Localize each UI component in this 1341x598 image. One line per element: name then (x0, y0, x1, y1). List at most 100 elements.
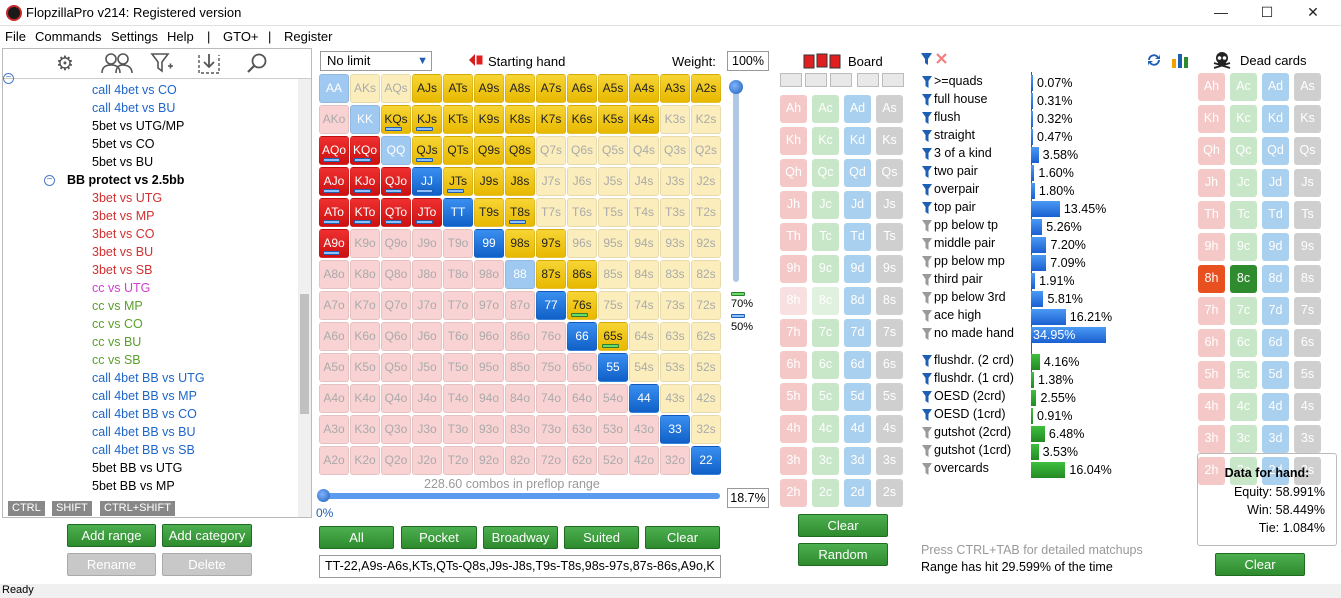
board-slot[interactable] (780, 73, 802, 87)
import-icon[interactable] (196, 52, 222, 76)
dead-card[interactable]: 6h (1198, 329, 1225, 357)
search-icon[interactable] (244, 52, 270, 76)
hand-cell[interactable]: J6o (412, 322, 442, 351)
filter-icon[interactable] (149, 52, 175, 76)
range-slider-knob[interactable] (317, 489, 330, 502)
board-card[interactable]: Jh (780, 191, 807, 219)
gear-icon[interactable]: ⚙ (56, 53, 74, 75)
board-card[interactable]: 3c (812, 447, 839, 475)
hand-cell[interactable]: T7s (536, 198, 566, 227)
board-card[interactable]: Ac (812, 95, 839, 123)
hand-cell[interactable]: T4o (443, 384, 473, 413)
tree-item[interactable]: call 4bet BB vs MP (92, 389, 197, 403)
hand-cell[interactable]: J2o (412, 446, 442, 475)
board-card[interactable]: 5s (876, 383, 903, 411)
hand-cell[interactable]: J8s (505, 167, 535, 196)
suited-button[interactable]: Suited (564, 526, 639, 549)
hand-cell[interactable]: J4s (629, 167, 659, 196)
hand-cell[interactable]: 94s (629, 229, 659, 258)
tree-item[interactable]: call 4bet vs BU (92, 101, 176, 115)
hand-cell[interactable]: K8o (350, 260, 380, 289)
funnel-icon[interactable] (922, 238, 932, 250)
hand-cell[interactable]: A5o (319, 353, 349, 382)
tree-item[interactable]: call 4bet BB vs UTG (92, 371, 205, 385)
hand-cell[interactable]: 93s (660, 229, 690, 258)
tree-item[interactable]: call 4bet BB vs BU (92, 425, 196, 439)
hand-cell[interactable]: A4s (629, 74, 659, 103)
hand-cell[interactable]: K5o (350, 353, 380, 382)
funnel-icon[interactable] (922, 409, 932, 421)
hand-cell[interactable]: K7s (536, 105, 566, 134)
hand-cell[interactable]: 64o (567, 384, 597, 413)
dead-card[interactable]: 9s (1294, 233, 1321, 261)
dead-card[interactable]: 8h (1198, 265, 1225, 293)
dead-card[interactable]: Tc (1230, 201, 1257, 229)
funnel-icon[interactable] (922, 427, 932, 439)
dead-card[interactable]: Jh (1198, 169, 1225, 197)
hand-cell[interactable]: J7o (412, 291, 442, 320)
dead-card[interactable]: 2h (1198, 457, 1225, 485)
tree-item[interactable]: 5bet BB vs MP (92, 479, 175, 493)
dead-card[interactable]: As (1294, 73, 1321, 101)
hand-cell[interactable]: A7o (319, 291, 349, 320)
dead-card[interactable]: 7s (1294, 297, 1321, 325)
hand-cell[interactable]: 74o (536, 384, 566, 413)
board-card[interactable]: 7c (812, 319, 839, 347)
hand-cell[interactable]: 96o (474, 322, 504, 351)
hand-cell[interactable]: KK (350, 105, 380, 134)
hand-cell[interactable]: 63s (660, 322, 690, 351)
board-card[interactable]: 3h (780, 447, 807, 475)
funnel-icon[interactable] (922, 445, 932, 457)
hand-cell[interactable]: 53o (598, 415, 628, 444)
hand-cell[interactable]: J3s (660, 167, 690, 196)
hand-cell[interactable]: 54s (629, 353, 659, 382)
funnel-icon[interactable] (922, 112, 932, 124)
hand-cell[interactable]: Q4o (381, 384, 411, 413)
funnel-icon[interactable] (922, 166, 932, 178)
hand-cell[interactable]: K7o (350, 291, 380, 320)
hand-cell[interactable]: JJ (412, 167, 442, 196)
board-card[interactable]: 2d (844, 479, 871, 507)
hand-cell[interactable]: 42o (629, 446, 659, 475)
hand-cell[interactable]: T9o (443, 229, 473, 258)
tree-item[interactable]: cc vs MP (92, 299, 143, 313)
hand-cell[interactable]: 94o (474, 384, 504, 413)
tree-item[interactable]: 5bet vs CO (92, 137, 155, 151)
hand-cell[interactable]: K9s (474, 105, 504, 134)
dead-card[interactable]: Jc (1230, 169, 1257, 197)
board-slot[interactable] (805, 73, 827, 87)
hand-cell[interactable]: 84o (505, 384, 535, 413)
hand-cell[interactable]: AJs (412, 74, 442, 103)
hand-cell[interactable]: 76s (567, 291, 597, 320)
hand-cell[interactable]: QTo (381, 198, 411, 227)
dead-card[interactable]: 5s (1294, 361, 1321, 389)
dead-card[interactable]: 3d (1262, 425, 1289, 453)
hand-cell[interactable]: KTo (350, 198, 380, 227)
hand-cell[interactable]: 83s (660, 260, 690, 289)
dead-card[interactable]: Ad (1262, 73, 1289, 101)
dead-card[interactable]: Ah (1198, 73, 1225, 101)
dead-card[interactable]: 4s (1294, 393, 1321, 421)
dead-card[interactable]: Qh (1198, 137, 1225, 165)
hand-cell[interactable]: T9s (474, 198, 504, 227)
hand-cell[interactable]: A2s (691, 74, 721, 103)
hand-cell[interactable]: 95o (474, 353, 504, 382)
hand-cell[interactable]: 53s (660, 353, 690, 382)
hand-cell[interactable]: JTs (443, 167, 473, 196)
hand-cell[interactable]: T2s (691, 198, 721, 227)
hand-cell[interactable]: 87s (536, 260, 566, 289)
hand-cell[interactable]: A4o (319, 384, 349, 413)
game-type-select[interactable]: No limit ▼ (320, 51, 432, 71)
menu-file[interactable]: File (5, 29, 26, 44)
dead-card[interactable]: 5c (1230, 361, 1257, 389)
hand-cell[interactable]: K4o (350, 384, 380, 413)
board-card[interactable]: 8s (876, 287, 903, 315)
hand-cell[interactable]: Q3o (381, 415, 411, 444)
hand-cell[interactable]: A3o (319, 415, 349, 444)
hand-cell[interactable]: J3o (412, 415, 442, 444)
hand-cell[interactable]: Q8s (505, 136, 535, 165)
hand-cell[interactable]: Q9s (474, 136, 504, 165)
tree-scrollbar[interactable] (298, 79, 311, 517)
hand-cell[interactable]: K9o (350, 229, 380, 258)
hand-cell[interactable]: KJo (350, 167, 380, 196)
